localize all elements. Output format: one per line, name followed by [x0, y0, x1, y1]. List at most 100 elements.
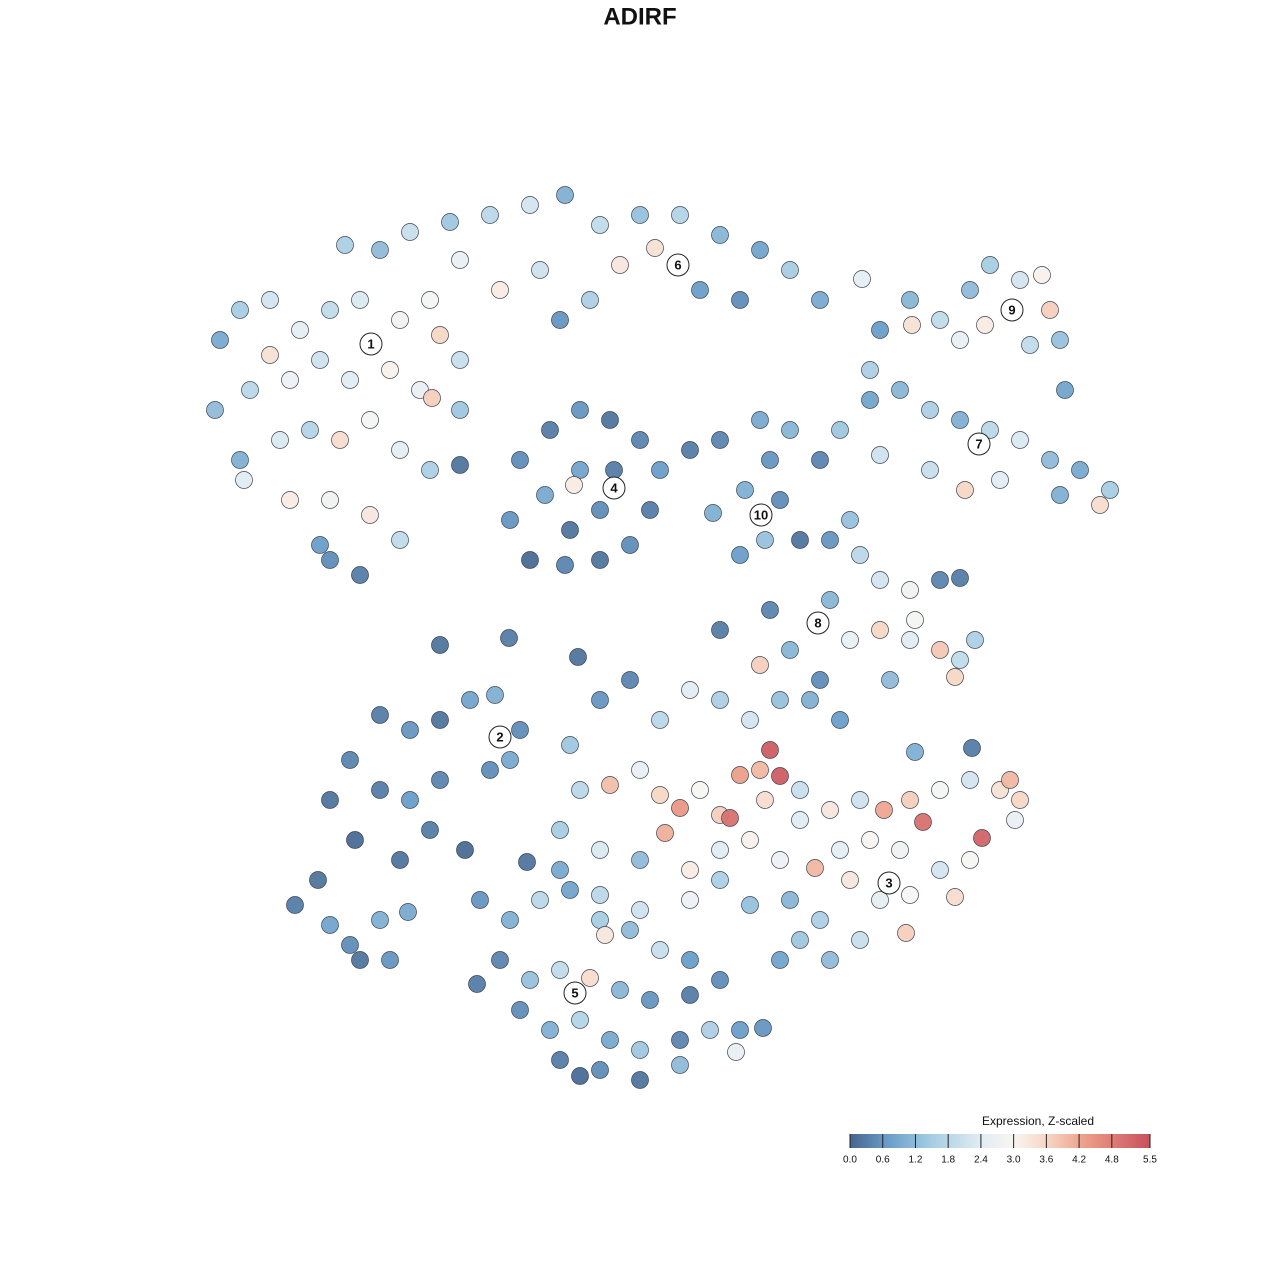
- point: [731, 766, 749, 784]
- point: [651, 711, 669, 729]
- point: [1071, 461, 1089, 479]
- point: [601, 1031, 619, 1049]
- point: [831, 711, 849, 729]
- point: [756, 791, 774, 809]
- point: [754, 1019, 772, 1037]
- point: [711, 691, 729, 709]
- point: [621, 921, 639, 939]
- point: [656, 824, 674, 842]
- point: [991, 471, 1009, 489]
- point: [671, 1056, 689, 1074]
- cluster-marker: [488, 725, 512, 749]
- point: [631, 761, 649, 779]
- point: [1011, 791, 1029, 809]
- cluster-label: 3: [885, 875, 892, 890]
- point: [431, 771, 449, 789]
- point: [371, 241, 389, 259]
- point: [391, 851, 409, 869]
- point: [1101, 481, 1119, 499]
- point: [581, 291, 599, 309]
- point: [341, 751, 359, 769]
- colorbar-tick-label: 4.2: [1072, 1155, 1086, 1166]
- point: [731, 291, 749, 309]
- point: [791, 531, 809, 549]
- point: [631, 206, 649, 224]
- point: [421, 821, 439, 839]
- point: [591, 1061, 609, 1079]
- point: [651, 461, 669, 479]
- point: [309, 871, 327, 889]
- point: [853, 270, 871, 288]
- point: [951, 411, 969, 429]
- point: [901, 886, 919, 904]
- point: [691, 281, 709, 299]
- point: [351, 291, 369, 309]
- point: [521, 551, 539, 569]
- point: [571, 401, 589, 419]
- point: [421, 291, 439, 309]
- point: [871, 446, 889, 464]
- point: [681, 681, 699, 699]
- point: [468, 975, 486, 993]
- point: [976, 316, 994, 334]
- point: [291, 321, 309, 339]
- point: [451, 351, 469, 369]
- point: [500, 629, 518, 647]
- point: [901, 631, 919, 649]
- point: [906, 743, 924, 761]
- colorbar-tick-label: 1.2: [909, 1155, 923, 1166]
- point: [391, 311, 409, 329]
- colorbar-tick-label: 0.6: [876, 1155, 890, 1166]
- point: [831, 841, 849, 859]
- cluster-label: 1: [367, 336, 374, 351]
- point: [601, 776, 619, 794]
- point: [286, 896, 304, 914]
- point: [811, 451, 829, 469]
- point: [611, 256, 629, 274]
- point: [791, 811, 809, 829]
- point: [931, 781, 949, 799]
- point: [641, 991, 659, 1009]
- point: [861, 361, 879, 379]
- point: [591, 886, 609, 904]
- point: [556, 556, 574, 574]
- point: [711, 841, 729, 859]
- point: [391, 441, 409, 459]
- point: [421, 461, 439, 479]
- point: [1001, 771, 1019, 789]
- point: [336, 236, 354, 254]
- point: [711, 971, 729, 989]
- point: [346, 831, 364, 849]
- point: [871, 621, 889, 639]
- point: [605, 461, 623, 479]
- point: [914, 813, 932, 831]
- point: [551, 861, 569, 879]
- point: [281, 371, 299, 389]
- point: [881, 671, 899, 689]
- point: [897, 924, 915, 942]
- point: [681, 861, 699, 879]
- point: [551, 311, 569, 329]
- point: [399, 903, 417, 921]
- point: [501, 911, 519, 929]
- point: [871, 891, 889, 909]
- cluster-label: 7: [975, 436, 982, 451]
- point: [491, 951, 509, 969]
- point: [651, 941, 669, 959]
- point: [781, 421, 799, 439]
- point: [891, 381, 909, 399]
- point: [321, 491, 339, 509]
- colorbar-tick-label: 5.5: [1143, 1155, 1157, 1166]
- point: [541, 1021, 559, 1039]
- point: [341, 936, 359, 954]
- cluster-label: 4: [610, 480, 618, 495]
- point: [701, 1021, 719, 1039]
- point: [951, 331, 969, 349]
- point: [921, 461, 939, 479]
- point: [1033, 266, 1051, 284]
- point: [1041, 301, 1059, 319]
- cluster-labels: 1 2 3 4 5 6 7 8 9 10: [359, 253, 1024, 1005]
- point: [518, 853, 536, 871]
- point: [671, 799, 689, 817]
